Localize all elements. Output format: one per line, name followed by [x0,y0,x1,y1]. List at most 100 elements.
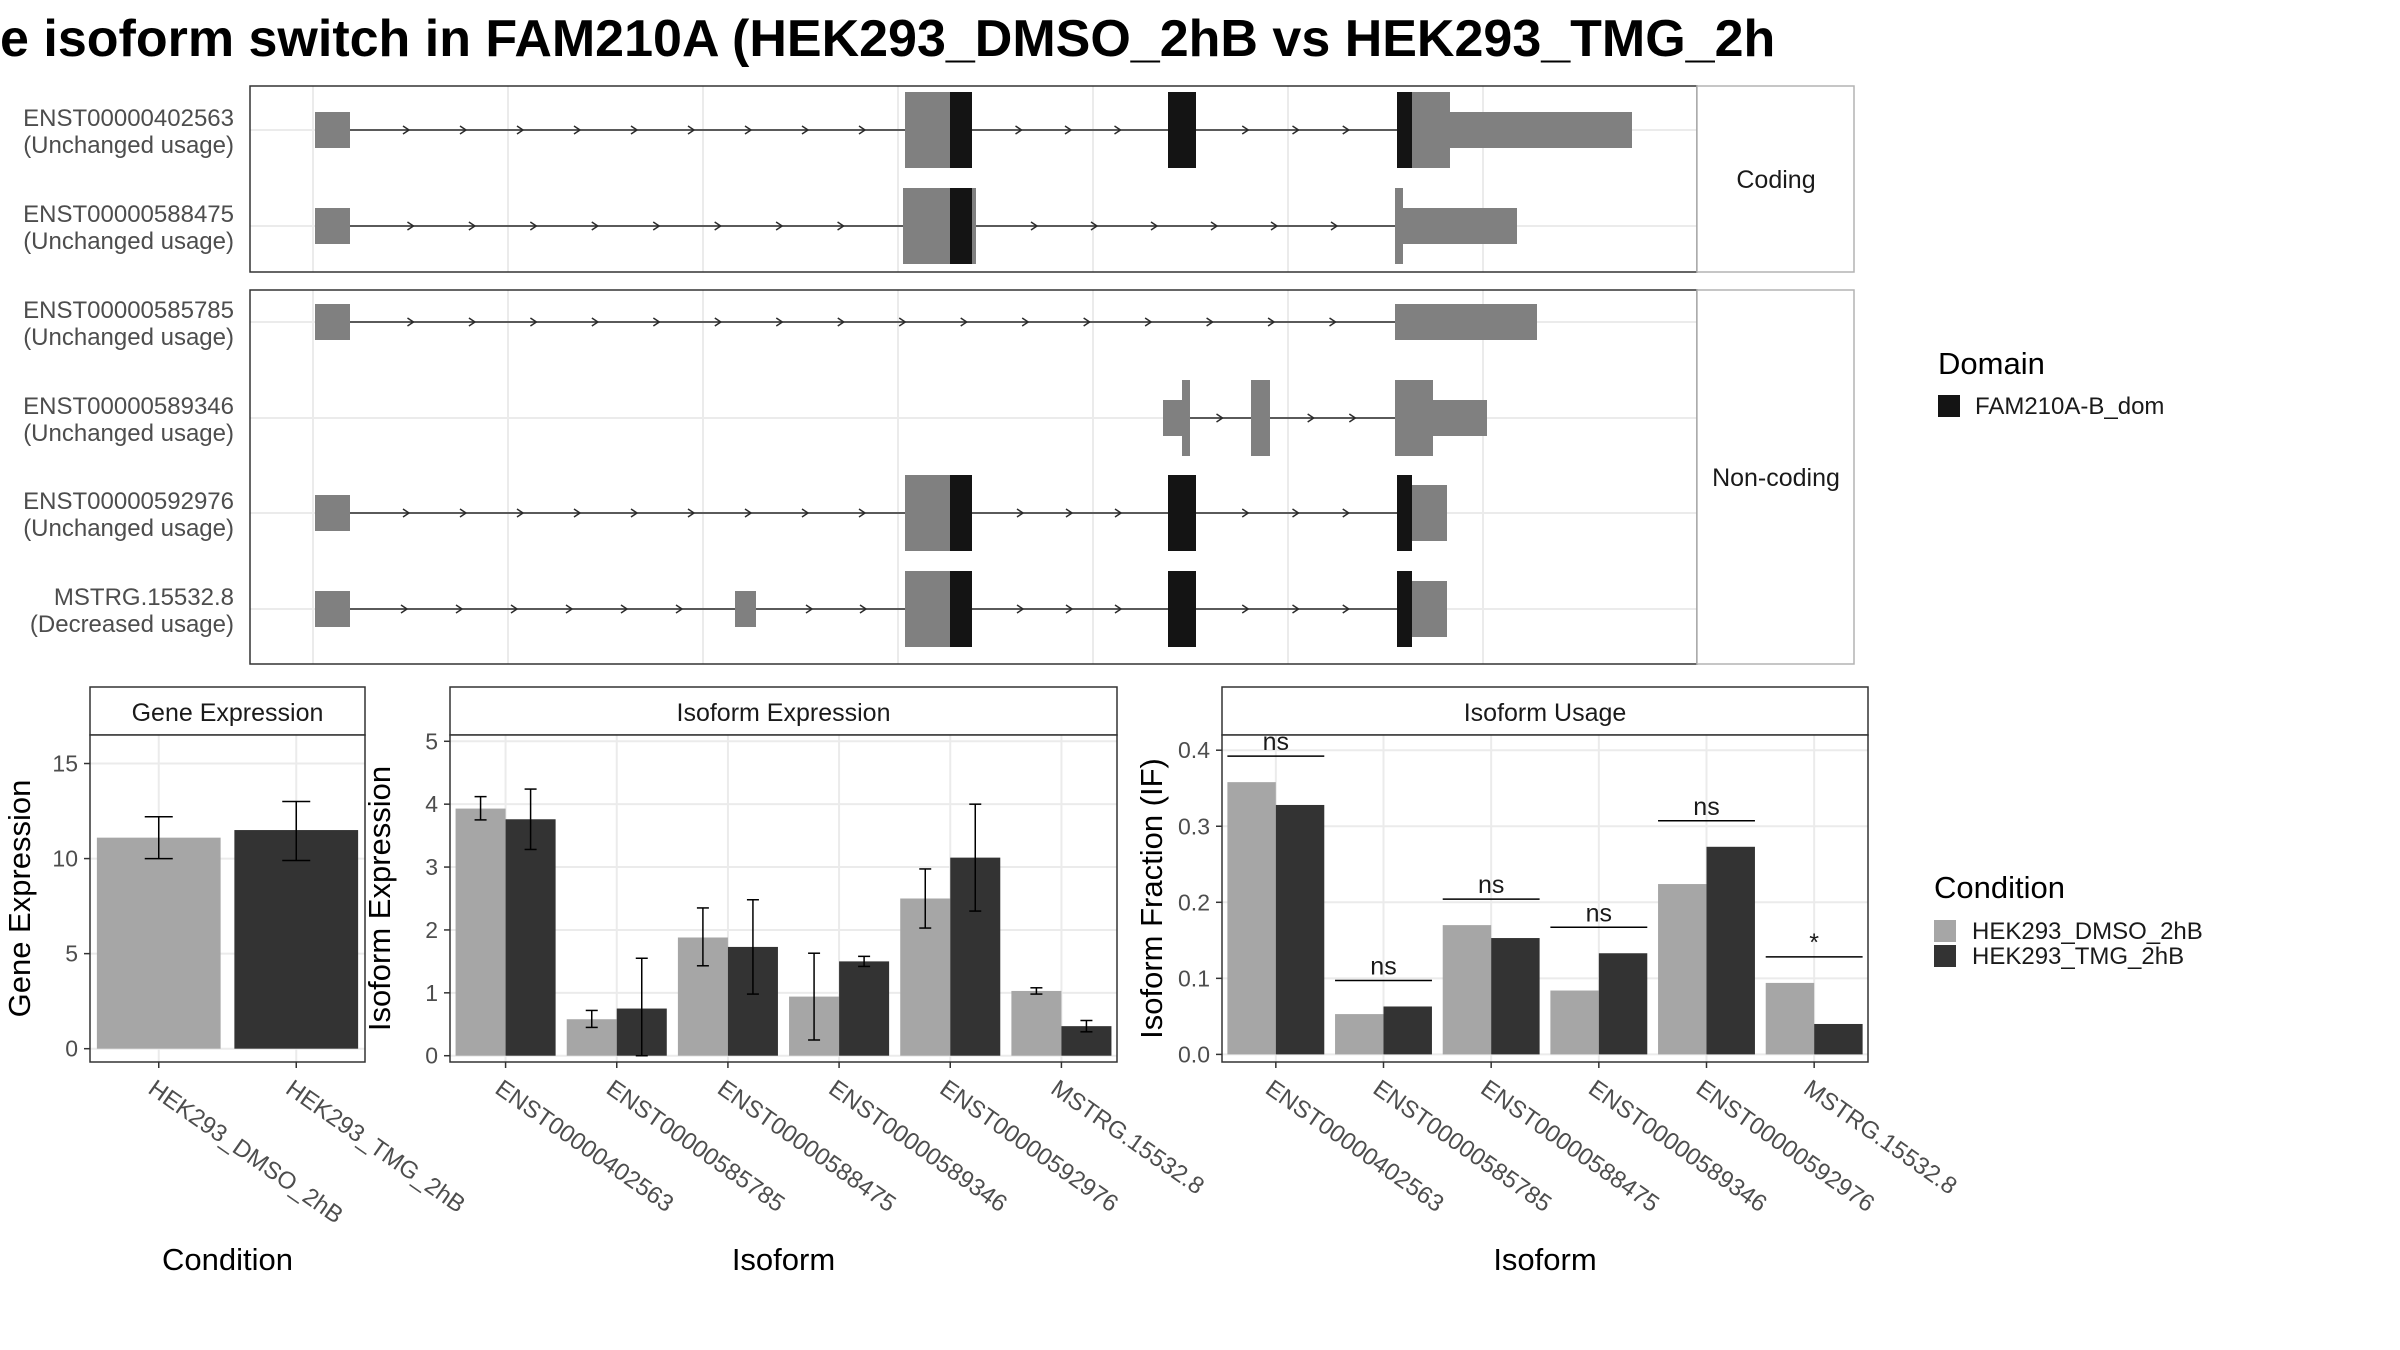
isoform-id-label: ENST00000588475 [23,201,234,228]
isoform-track [315,92,1632,168]
intron-direction-arrow [1150,221,1159,231]
intron-direction-arrow [837,221,845,231]
y-tick-label: 5 [425,728,438,754]
y-tick-label: 10 [52,846,78,872]
exon-block [1395,304,1537,340]
exon-block [1450,112,1632,148]
y-tick-label: 0 [425,1043,438,1069]
intron-direction-arrow [402,125,411,135]
bar-panel: Gene Expression051015HEK293_DMSO_2hBHEK2… [2,686,470,1277]
intron-direction-arrow [1241,508,1250,518]
y-tick-label: 3 [425,854,438,880]
intron-direction-arrow [652,317,661,327]
intron-direction-arrow [1267,317,1276,327]
domain-block [1168,571,1196,647]
intron-direction-arrow [402,508,411,518]
exon-block [972,188,976,264]
bar [1814,1023,1863,1055]
intron-direction-arrow [516,125,525,135]
significance-label: ns [1370,952,1396,980]
intron-direction-arrow [1329,317,1337,327]
intron-direction-arrow [573,508,582,518]
intron-direction-arrow [1270,221,1279,231]
domain-block [950,475,972,551]
isoform-id-label: ENST00000592976 [23,488,234,515]
bar [1658,884,1707,1055]
isoform-track [315,188,1517,264]
panel-strip [449,686,1118,736]
intron-direction-arrow [468,317,477,327]
y-tick-label: 0.3 [1178,813,1210,839]
panel-strip [89,686,366,736]
domain-block [1168,92,1196,168]
x-tick-label: ENST00000592976 [1691,1075,1879,1218]
intron-direction-arrow [1292,604,1300,614]
facet-strip [1696,85,1855,273]
intron-direction-arrow [1016,508,1025,518]
bar [1011,990,1062,1056]
intron-direction-arrow [801,125,810,135]
intron-direction-arrow [459,508,468,518]
condition-legend-label: HEK293_DMSO_2hB [1972,918,2203,945]
exon-block [903,188,950,264]
exon-block [905,92,950,168]
intron-direction-arrow [1292,125,1300,135]
x-axis-title: Isoform [732,1242,835,1277]
y-tick-label: 2 [425,917,438,943]
intron-direction-arrow [529,221,538,231]
intron-direction-arrow [1216,413,1224,423]
figure-title: e isoform switch in FAM210A (HEK293_DMSO… [0,10,1775,68]
x-tick-label: ENST00000588475 [1476,1075,1664,1218]
exon-block [1251,380,1270,456]
significance-label: ns [1586,899,1612,927]
legends: Domain FAM210A-B_dom Condition HEK293_DMSO_… [1934,346,2203,970]
panel-title: Isoform Expression [677,699,891,727]
intron-direction-arrow [1206,317,1214,327]
panel-background [1222,735,1868,1062]
condition-legend-key [1934,920,1956,942]
condition-legend-key [1934,945,1956,967]
x-tick-label: ENST00000402563 [490,1075,678,1218]
intron-direction-arrow [407,221,415,231]
panel-title: Isoform Usage [1464,699,1627,727]
domain-block [1397,475,1412,551]
intron-direction-arrow [468,221,477,231]
intron-direction-arrow [775,221,784,231]
panel-border [89,734,366,1063]
exon-block [315,591,350,627]
intron-direction-arrow [591,221,600,231]
significance-label: * [1809,929,1819,957]
intron-direction-arrow [591,317,600,327]
bar [505,819,556,1056]
intron-direction-arrow [1114,508,1123,518]
intron-direction-arrow [510,604,519,614]
exon-block [905,475,950,551]
isoform-usage-label: (Unchanged usage) [23,420,234,447]
x-axis-title: Isoform [1493,1242,1596,1277]
isoform-id-label: ENST00000585785 [23,297,234,324]
intron-direction-arrow [652,221,661,231]
y-tick-label: 0 [65,1036,78,1062]
exon-block [315,495,350,531]
bar [1765,982,1815,1055]
domain-block [1168,475,1196,551]
facet-strip [1696,289,1855,665]
intron-direction-arrow [1064,125,1073,135]
bar [1598,953,1648,1055]
domain-block [1397,571,1412,647]
intron-direction-arrow [1065,604,1074,614]
bar [96,837,221,1049]
isoform-usage-label: (Unchanged usage) [23,228,234,255]
y-tick-label: 0.2 [1178,889,1210,915]
bar [1275,804,1325,1055]
exon-block [315,304,350,340]
exon-block [1415,92,1450,168]
isoform-usage-label: (Decreased usage) [30,611,234,638]
bar [455,808,506,1056]
isoform-id-label: ENST00000402563 [23,105,234,132]
intron-direction-arrow [565,604,574,614]
intron-direction-arrow [1307,413,1316,423]
exon-block [905,571,950,647]
isoform-track [315,571,1447,647]
